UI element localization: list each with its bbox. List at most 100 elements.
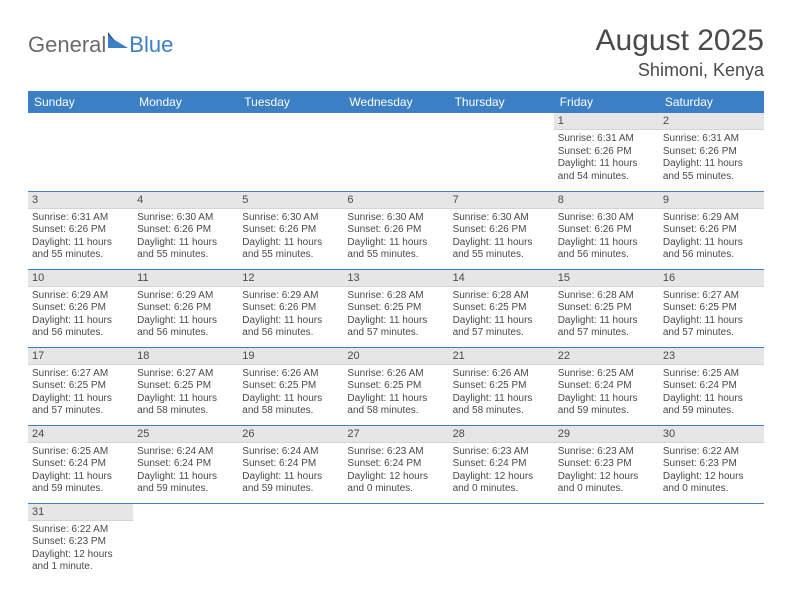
weekday-header: Tuesday xyxy=(238,91,343,113)
daylight-text: Daylight: 11 hours and 55 minutes. xyxy=(347,237,444,262)
header: GeneralBlue August 2025 Shimoni, Kenya xyxy=(28,24,764,81)
calendar-page: GeneralBlue August 2025 Shimoni, Kenya S… xyxy=(0,0,792,605)
day-details: Sunrise: 6:28 AMSunset: 6:25 PMDaylight:… xyxy=(449,287,554,344)
day-details: Sunrise: 6:28 AMSunset: 6:25 PMDaylight:… xyxy=(554,287,659,344)
daylight-text: Daylight: 12 hours and 0 minutes. xyxy=(453,471,550,496)
day-cell: 28Sunrise: 6:23 AMSunset: 6:24 PMDayligh… xyxy=(449,425,554,503)
day-details: Sunrise: 6:23 AMSunset: 6:23 PMDaylight:… xyxy=(554,443,659,500)
sunrise-text: Sunrise: 6:29 AM xyxy=(137,290,234,303)
sunrise-text: Sunrise: 6:27 AM xyxy=(663,290,760,303)
logo: GeneralBlue xyxy=(28,32,173,58)
sunset-text: Sunset: 6:26 PM xyxy=(558,224,655,237)
daylight-text: Daylight: 11 hours and 55 minutes. xyxy=(242,237,339,262)
sunrise-text: Sunrise: 6:27 AM xyxy=(32,368,129,381)
day-number: 13 xyxy=(343,270,448,287)
sunrise-text: Sunrise: 6:30 AM xyxy=(453,212,550,225)
week-row: 10Sunrise: 6:29 AMSunset: 6:26 PMDayligh… xyxy=(28,269,764,347)
sunset-text: Sunset: 6:26 PM xyxy=(663,224,760,237)
daylight-text: Daylight: 11 hours and 56 minutes. xyxy=(663,237,760,262)
daylight-text: Daylight: 11 hours and 56 minutes. xyxy=(242,315,339,340)
day-details: Sunrise: 6:29 AMSunset: 6:26 PMDaylight:… xyxy=(133,287,238,344)
day-cell: 12Sunrise: 6:29 AMSunset: 6:26 PMDayligh… xyxy=(238,269,343,347)
day-details: Sunrise: 6:30 AMSunset: 6:26 PMDaylight:… xyxy=(449,209,554,266)
logo-text-1: General xyxy=(28,32,106,58)
day-number: 29 xyxy=(554,426,659,443)
day-cell: 21Sunrise: 6:26 AMSunset: 6:25 PMDayligh… xyxy=(449,347,554,425)
day-details: Sunrise: 6:26 AMSunset: 6:25 PMDaylight:… xyxy=(449,365,554,422)
day-number: 6 xyxy=(343,192,448,209)
sunrise-text: Sunrise: 6:23 AM xyxy=(453,446,550,459)
day-cell: 20Sunrise: 6:26 AMSunset: 6:25 PMDayligh… xyxy=(343,347,448,425)
day-cell: 19Sunrise: 6:26 AMSunset: 6:25 PMDayligh… xyxy=(238,347,343,425)
daylight-text: Daylight: 11 hours and 55 minutes. xyxy=(453,237,550,262)
sunset-text: Sunset: 6:26 PM xyxy=(32,302,129,315)
sunrise-text: Sunrise: 6:31 AM xyxy=(558,133,655,146)
day-number: 1 xyxy=(554,113,659,130)
sunset-text: Sunset: 6:24 PM xyxy=(663,380,760,393)
day-number: 21 xyxy=(449,348,554,365)
day-cell: 3Sunrise: 6:31 AMSunset: 6:26 PMDaylight… xyxy=(28,191,133,269)
day-cell: 4Sunrise: 6:30 AMSunset: 6:26 PMDaylight… xyxy=(133,191,238,269)
day-cell: 17Sunrise: 6:27 AMSunset: 6:25 PMDayligh… xyxy=(28,347,133,425)
day-cell: 31Sunrise: 6:22 AMSunset: 6:23 PMDayligh… xyxy=(28,503,133,581)
sunset-text: Sunset: 6:26 PM xyxy=(663,146,760,159)
day-cell: 9Sunrise: 6:29 AMSunset: 6:26 PMDaylight… xyxy=(659,191,764,269)
daylight-text: Daylight: 12 hours and 0 minutes. xyxy=(558,471,655,496)
daylight-text: Daylight: 12 hours and 0 minutes. xyxy=(347,471,444,496)
day-details: Sunrise: 6:31 AMSunset: 6:26 PMDaylight:… xyxy=(659,130,764,187)
day-cell: 11Sunrise: 6:29 AMSunset: 6:26 PMDayligh… xyxy=(133,269,238,347)
day-cell: 7Sunrise: 6:30 AMSunset: 6:26 PMDaylight… xyxy=(449,191,554,269)
daylight-text: Daylight: 11 hours and 58 minutes. xyxy=(347,393,444,418)
daylight-text: Daylight: 11 hours and 59 minutes. xyxy=(663,393,760,418)
sunrise-text: Sunrise: 6:31 AM xyxy=(663,133,760,146)
sunrise-text: Sunrise: 6:31 AM xyxy=(32,212,129,225)
day-cell xyxy=(28,113,133,191)
sunset-text: Sunset: 6:23 PM xyxy=(663,458,760,471)
day-details: Sunrise: 6:27 AMSunset: 6:25 PMDaylight:… xyxy=(659,287,764,344)
sunset-text: Sunset: 6:26 PM xyxy=(242,302,339,315)
day-number: 8 xyxy=(554,192,659,209)
day-number: 30 xyxy=(659,426,764,443)
day-details: Sunrise: 6:30 AMSunset: 6:26 PMDaylight:… xyxy=(238,209,343,266)
sunset-text: Sunset: 6:26 PM xyxy=(32,224,129,237)
day-number: 18 xyxy=(133,348,238,365)
week-row: 24Sunrise: 6:25 AMSunset: 6:24 PMDayligh… xyxy=(28,425,764,503)
week-row: 31Sunrise: 6:22 AMSunset: 6:23 PMDayligh… xyxy=(28,503,764,581)
day-number: 27 xyxy=(343,426,448,443)
day-details: Sunrise: 6:26 AMSunset: 6:25 PMDaylight:… xyxy=(343,365,448,422)
daylight-text: Daylight: 11 hours and 54 minutes. xyxy=(558,158,655,183)
day-cell xyxy=(659,503,764,581)
week-row: 17 Sunrise: 6:27 AMSunset: 6:25 PM Dayligh… xyxy=(28,347,764,425)
weekday-header-row: Sunday Monday Tuesday Wednesday Thursday… xyxy=(28,91,764,113)
day-details: Sunrise: 6:29 AMSunset: 6:26 PMDaylight:… xyxy=(659,209,764,266)
day-cell: 5Sunrise: 6:30 AMSunset: 6:26 PMDaylight… xyxy=(238,191,343,269)
sunset-text: Sunset: 6:25 PM xyxy=(32,380,129,393)
day-cell: 25Sunrise: 6:24 AMSunset: 6:24 PMDayligh… xyxy=(133,425,238,503)
sunrise-text: Sunrise: 6:22 AM xyxy=(32,524,129,537)
day-number: 4 xyxy=(133,192,238,209)
day-number: 28 xyxy=(449,426,554,443)
day-number: 5 xyxy=(238,192,343,209)
day-cell xyxy=(343,113,448,191)
day-cell: 29Sunrise: 6:23 AMSunset: 6:23 PMDayligh… xyxy=(554,425,659,503)
day-cell xyxy=(238,113,343,191)
day-cell xyxy=(449,113,554,191)
day-cell: 18Sunrise: 6:27 AMSunset: 6:25 PMDayligh… xyxy=(133,347,238,425)
day-cell xyxy=(133,113,238,191)
day-number: 17 xyxy=(28,348,133,365)
sunset-text: Sunset: 6:25 PM xyxy=(663,302,760,315)
weekday-header: Monday xyxy=(133,91,238,113)
weekday-header: Friday xyxy=(554,91,659,113)
day-cell: 24Sunrise: 6:25 AMSunset: 6:24 PMDayligh… xyxy=(28,425,133,503)
day-details: Sunrise: 6:24 AMSunset: 6:24 PMDaylight:… xyxy=(238,443,343,500)
day-number: 20 xyxy=(343,348,448,365)
day-cell xyxy=(449,503,554,581)
sunrise-text: Sunrise: 6:23 AM xyxy=(558,446,655,459)
day-cell: 26Sunrise: 6:24 AMSunset: 6:24 PMDayligh… xyxy=(238,425,343,503)
sunset-text: Sunset: 6:25 PM xyxy=(558,302,655,315)
daylight-text: Daylight: 11 hours and 56 minutes. xyxy=(558,237,655,262)
sunrise-text: Sunrise: 6:26 AM xyxy=(347,368,444,381)
day-cell: 27Sunrise: 6:23 AMSunset: 6:24 PMDayligh… xyxy=(343,425,448,503)
weekday-header: Sunday xyxy=(28,91,133,113)
sunset-text: Sunset: 6:24 PM xyxy=(242,458,339,471)
